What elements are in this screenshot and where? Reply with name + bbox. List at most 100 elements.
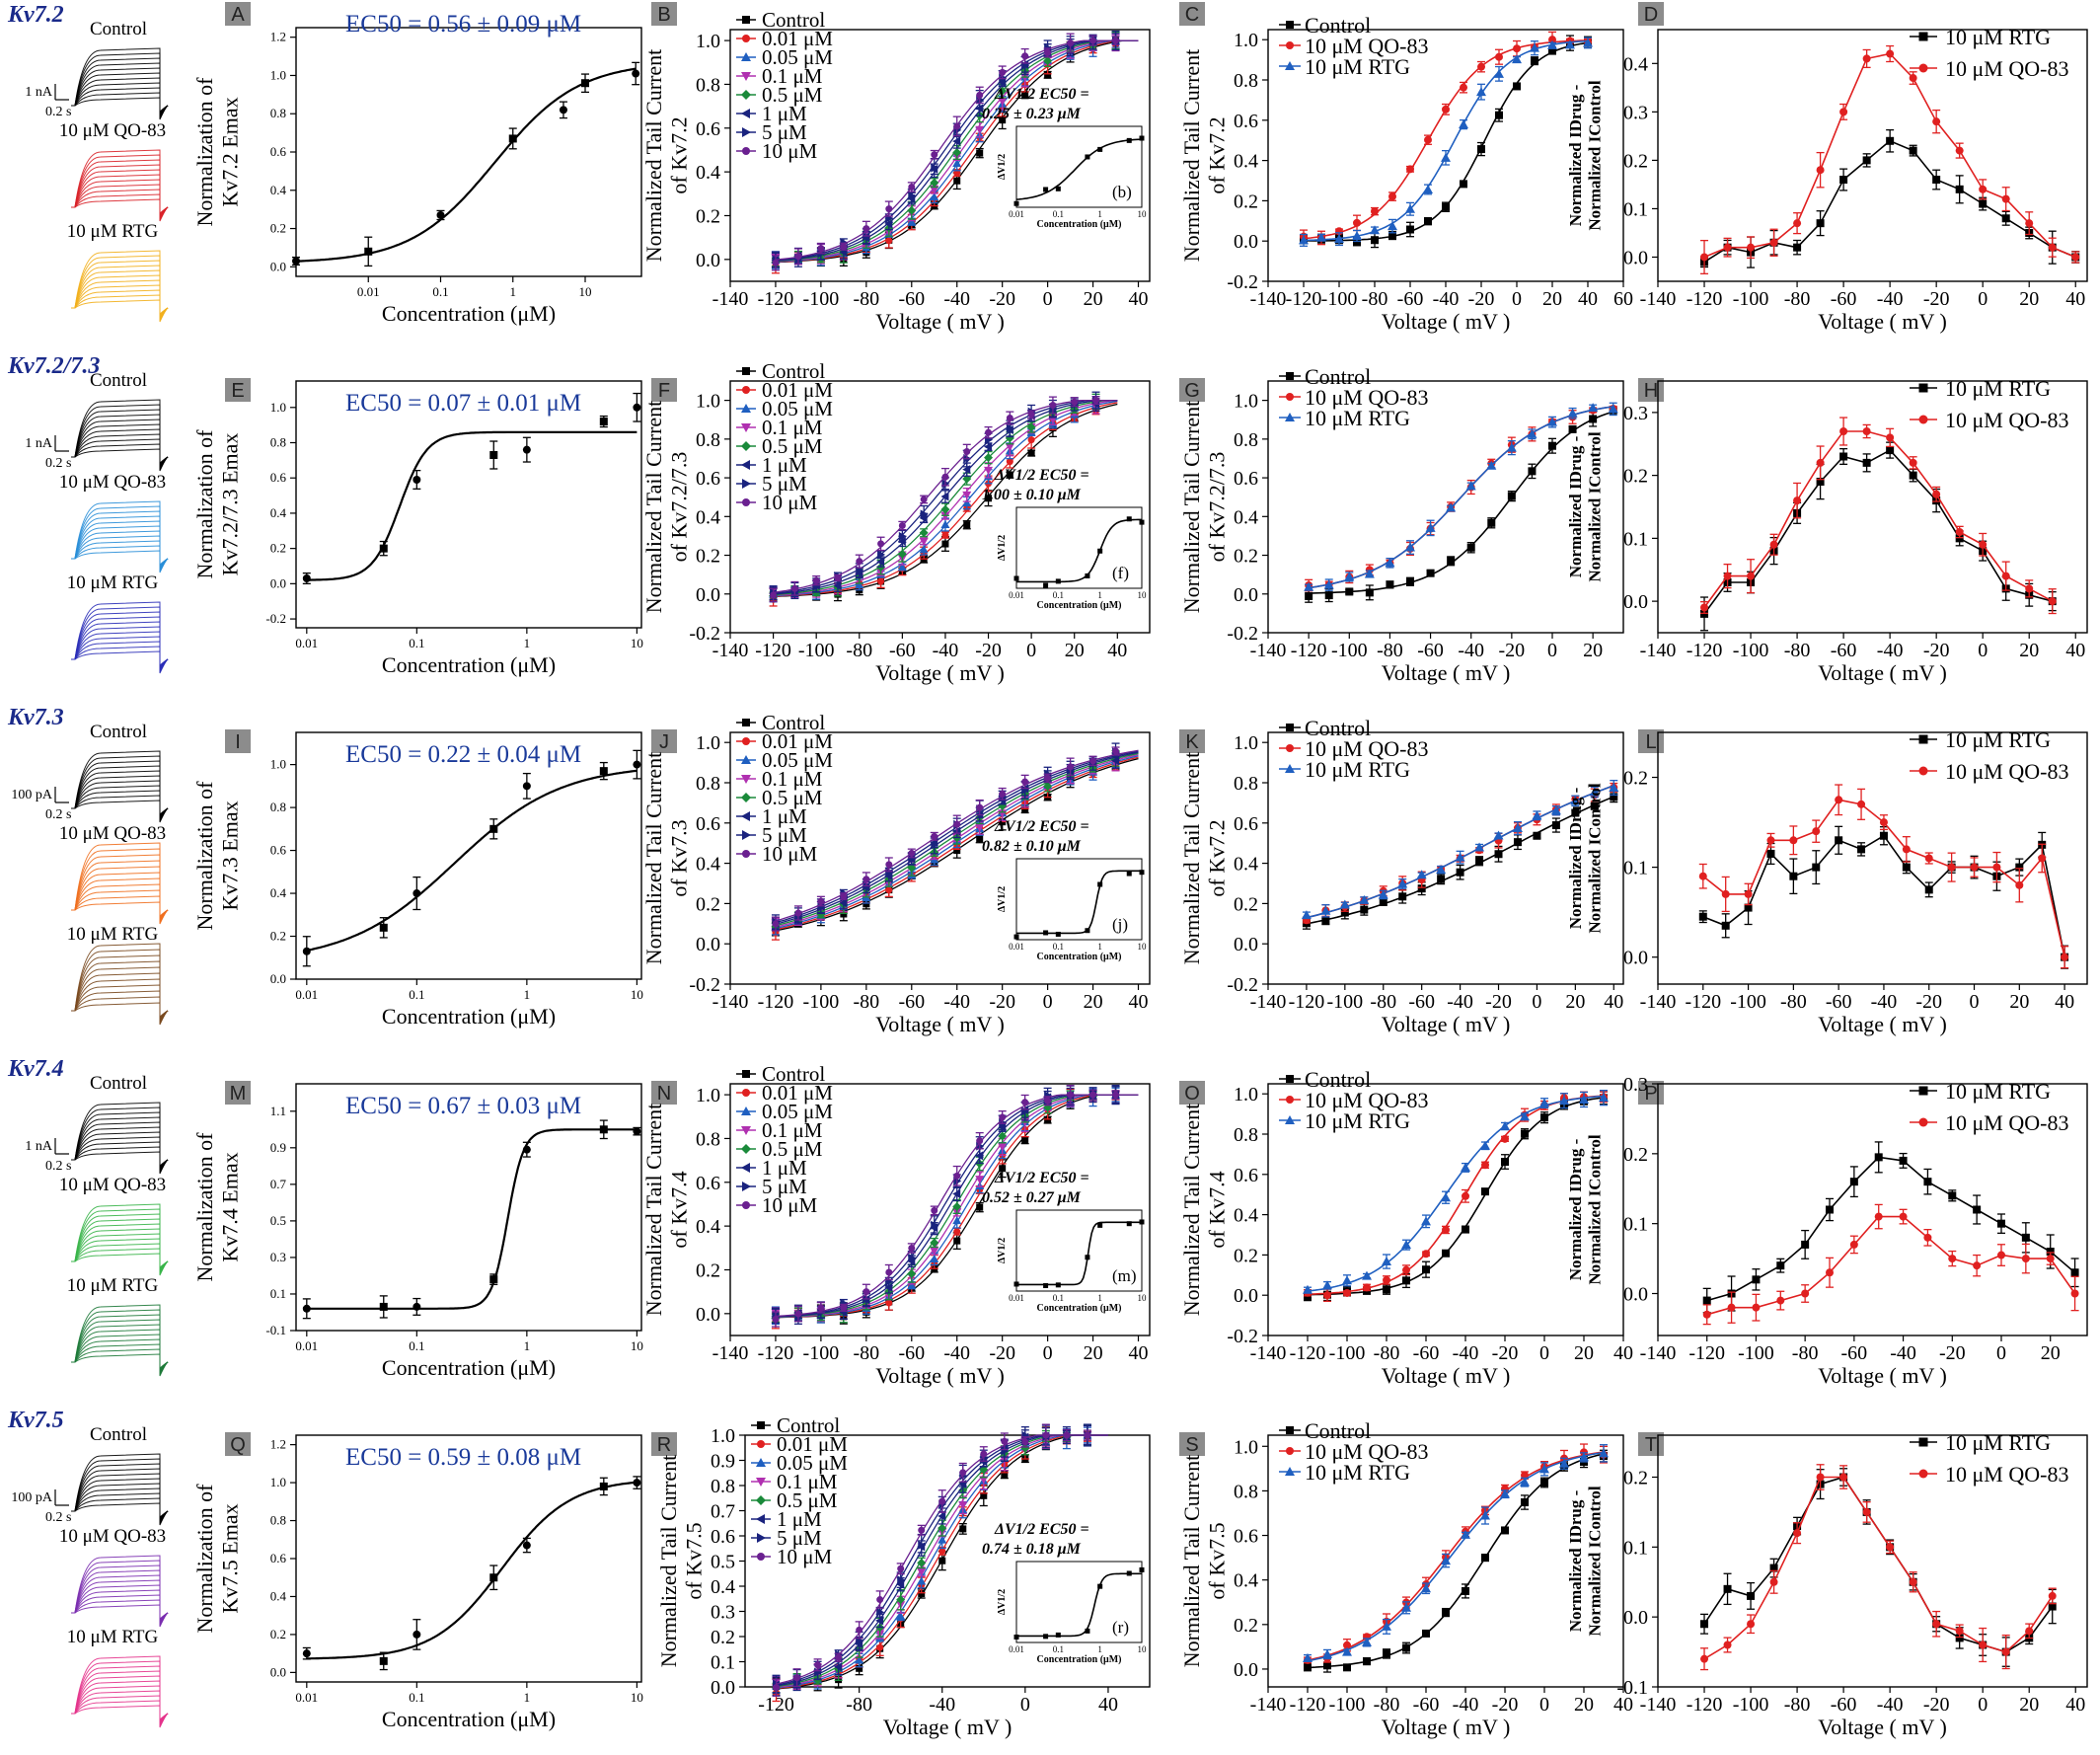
- data-point: [1343, 1288, 1351, 1297]
- x-tick-label: 40: [1098, 1694, 1118, 1716]
- x-tick-label: -40: [943, 1342, 970, 1364]
- data-point: [742, 479, 751, 489]
- y-tick-label: -0.2: [689, 974, 720, 996]
- data-point: [742, 1201, 750, 1209]
- plot-frame: [295, 1434, 642, 1683]
- x-tick-label: -40: [929, 1694, 955, 1716]
- x-tick-label: -120: [758, 1694, 794, 1716]
- x-axis-label: Concentration (μM): [382, 301, 556, 326]
- y-tick-label: 0.4: [1234, 1205, 1258, 1227]
- x-tick-label: -40: [943, 991, 970, 1013]
- fit-curve: [1308, 406, 1613, 589]
- y-tick-label: 0.6: [696, 118, 720, 140]
- panel-badge: [225, 378, 251, 402]
- data-point: [931, 1220, 939, 1230]
- inset-fit-curve: [1016, 1572, 1142, 1638]
- y-tick-label: 0.3: [1623, 102, 1648, 123]
- data-point: [1299, 235, 1309, 245]
- x-tick-label: 1: [524, 1690, 531, 1705]
- data-point: [756, 1495, 766, 1505]
- data-point: [522, 1541, 531, 1550]
- data-point: [1570, 796, 1581, 805]
- y-tick-label: -0.2: [689, 623, 720, 645]
- panel-D: D -140 -120 -100 -80 -60 -40 -20 0 20 40 0.0 0.1 0.2 0…: [1566, 2, 2088, 334]
- y-tick-label: 0.4: [1234, 854, 1258, 876]
- data-point: [908, 849, 916, 857]
- data-point: [1520, 1111, 1530, 1121]
- data-point: [436, 210, 445, 219]
- data-point: [856, 558, 863, 566]
- data-point: [632, 69, 640, 78]
- trace-label: 10 μM RTG: [67, 1627, 159, 1647]
- x-tick-label: -60: [1413, 1342, 1440, 1364]
- x-tick-label: 0: [1547, 640, 1557, 661]
- current-trace: [71, 895, 169, 918]
- data-point: [1839, 176, 1848, 185]
- trace-column-3: Kv7.4 Control 1 nA 0.2 s10 μM QO-83 10 μM RT…: [7, 1056, 169, 1377]
- data-point: [1793, 243, 1802, 252]
- legend-entry: 10 μM: [762, 842, 818, 866]
- x-tick-label: -40: [1433, 288, 1460, 310]
- x-tick-label: -20: [1499, 640, 1526, 661]
- x-tick-label: -40: [1453, 1694, 1479, 1716]
- x-tick-label: 20: [1583, 640, 1603, 661]
- x-tick-label: -80: [846, 1694, 872, 1716]
- data-point: [741, 755, 751, 764]
- x-tick-label: -120: [758, 288, 794, 310]
- data-point: [1353, 218, 1361, 227]
- data-point: [1590, 801, 1599, 810]
- panel-letter: N: [657, 1083, 671, 1105]
- y-tick-label: 0.4: [270, 505, 287, 520]
- inset-x-label: Concentration (μM): [1037, 219, 1122, 230]
- panel-letter: E: [231, 380, 244, 402]
- data-point: [1506, 442, 1517, 452]
- data-point: [1816, 166, 1825, 175]
- data-point: [1460, 180, 1467, 189]
- data-point: [952, 1216, 962, 1225]
- data-point: [998, 86, 1008, 96]
- data-point: [908, 1253, 917, 1262]
- x-tick-label: -60: [889, 640, 916, 661]
- data-point: [741, 460, 750, 470]
- data-point: [1513, 44, 1521, 53]
- data-point: [975, 823, 985, 832]
- data-point: [1343, 1641, 1351, 1649]
- current-trace: [71, 901, 169, 918]
- data-point: [897, 549, 907, 559]
- y-axis-label-line: Normalized Tail Current: [641, 752, 666, 965]
- current-trace: [71, 1492, 169, 1520]
- legend-entry: 0.01 μM: [762, 729, 833, 753]
- data-point: [1401, 1602, 1411, 1612]
- data-point: [975, 1176, 985, 1184]
- x-tick-label: -20: [989, 288, 1015, 310]
- data-point: [412, 476, 421, 484]
- data-point: [1494, 850, 1503, 859]
- current-trace: [71, 1146, 169, 1168]
- inset-tick-label: 0.1: [1053, 209, 1064, 219]
- y-tick-label: 0.0: [270, 971, 286, 986]
- plot-frame: [295, 27, 642, 277]
- x-tick-label: -100: [803, 288, 840, 310]
- data-point: [980, 1450, 988, 1458]
- panel-letter: R: [657, 1434, 671, 1456]
- y-tick-label: 1.0: [1234, 30, 1258, 51]
- data-point: [1097, 1583, 1103, 1589]
- data-point: [1323, 1291, 1331, 1300]
- scalebar-current-label: 1 nA: [25, 436, 53, 451]
- delta-v-value: 1.00 ± 0.10 μM: [982, 487, 1082, 503]
- data-point: [1501, 1158, 1509, 1167]
- y-axis-label-line: Normalized Tail Current: [1179, 1104, 1204, 1317]
- legend-entry: 10 μM QO-83: [1305, 1088, 1428, 1112]
- fit-curve: [306, 1128, 638, 1310]
- y-tick-label: 0.2: [270, 1627, 286, 1641]
- data-point: [1067, 763, 1075, 771]
- data-point: [1027, 436, 1035, 444]
- y-tick-label: 0.0: [270, 259, 286, 273]
- data-point: [1097, 1222, 1103, 1228]
- data-point: [1021, 778, 1029, 786]
- inset-tag: (f): [1112, 564, 1129, 582]
- data-point: [952, 1201, 962, 1211]
- data-point: [1460, 83, 1467, 92]
- legend-entry: 10 μM: [777, 1545, 833, 1568]
- channel-label: Kv7.4: [7, 1056, 64, 1082]
